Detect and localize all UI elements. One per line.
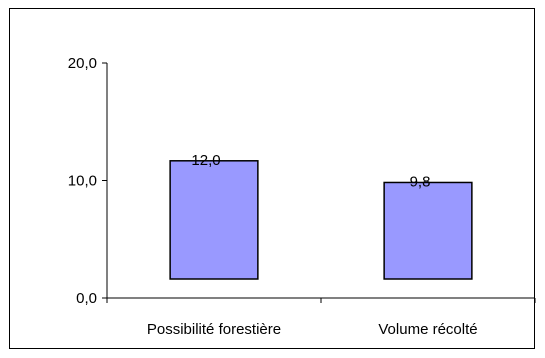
bars-group [169,160,473,280]
x-category-label: Possibilité forestière [147,321,281,338]
bar [383,181,473,280]
y-tick-label: 0,0 [76,290,97,307]
data-labels-group: 12,0 9,8 [191,152,430,191]
data-label: 9,8 [410,173,431,190]
bar [169,160,259,280]
y-axis: 0,0 10,0 20,0 [68,55,108,307]
data-label: 12,0 [191,152,220,169]
y-tick-label: 10,0 [68,173,97,190]
y-tick-label: 20,0 [68,55,97,72]
x-axis: Possibilité forestière Volume récolté [106,297,536,338]
x-category-label: Volume récolté [378,321,477,338]
chart-frame [9,8,535,349]
